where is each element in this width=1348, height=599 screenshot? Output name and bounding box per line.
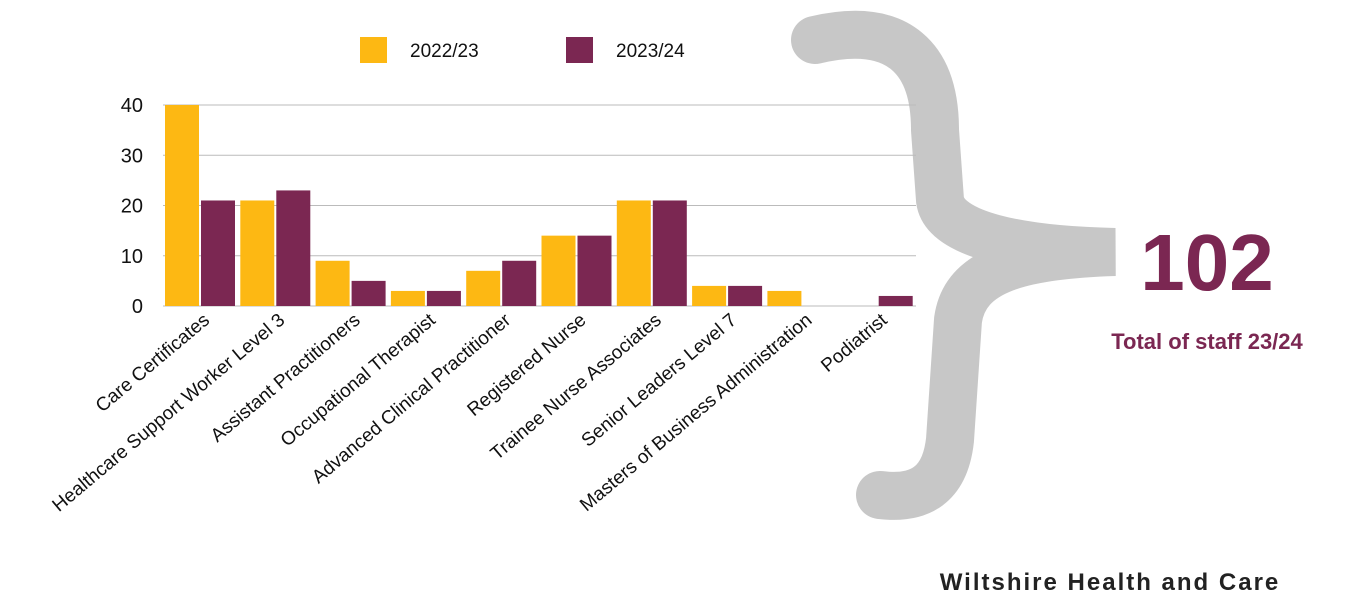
bar xyxy=(577,235,612,306)
x-tick-label: Assistant Practitioners xyxy=(207,310,364,447)
legend-label: 2023/24 xyxy=(616,41,685,62)
legend-swatch xyxy=(360,37,387,63)
bar xyxy=(652,200,687,306)
x-tick-label: Podiatrist xyxy=(817,309,892,376)
bar xyxy=(466,270,501,306)
bar xyxy=(276,190,311,306)
bar xyxy=(165,105,199,306)
bar xyxy=(390,290,425,306)
legend-swatch xyxy=(566,37,593,63)
y-tick-label: 0 xyxy=(132,296,143,318)
y-tick-label: 40 xyxy=(121,95,143,117)
total-label: Total of staff 23/24 xyxy=(1111,329,1303,354)
bar xyxy=(201,200,235,306)
y-tick-label: 10 xyxy=(121,246,143,268)
bar xyxy=(541,235,576,306)
bar xyxy=(426,290,461,306)
bar xyxy=(616,200,651,306)
legend-label: 2022/23 xyxy=(410,41,479,62)
bar xyxy=(240,200,275,306)
bar xyxy=(728,285,763,306)
brace-decoration xyxy=(791,10,1116,520)
y-tick-label: 20 xyxy=(121,196,143,218)
bar xyxy=(315,260,350,306)
bar xyxy=(502,260,537,306)
total-value: 102 xyxy=(1140,218,1273,307)
footer: Wiltshire Health and Care xyxy=(940,569,1281,596)
bar xyxy=(767,290,802,306)
bar xyxy=(878,295,913,306)
y-tick-label: 30 xyxy=(121,145,143,167)
bar xyxy=(692,285,727,306)
bar xyxy=(351,280,386,306)
